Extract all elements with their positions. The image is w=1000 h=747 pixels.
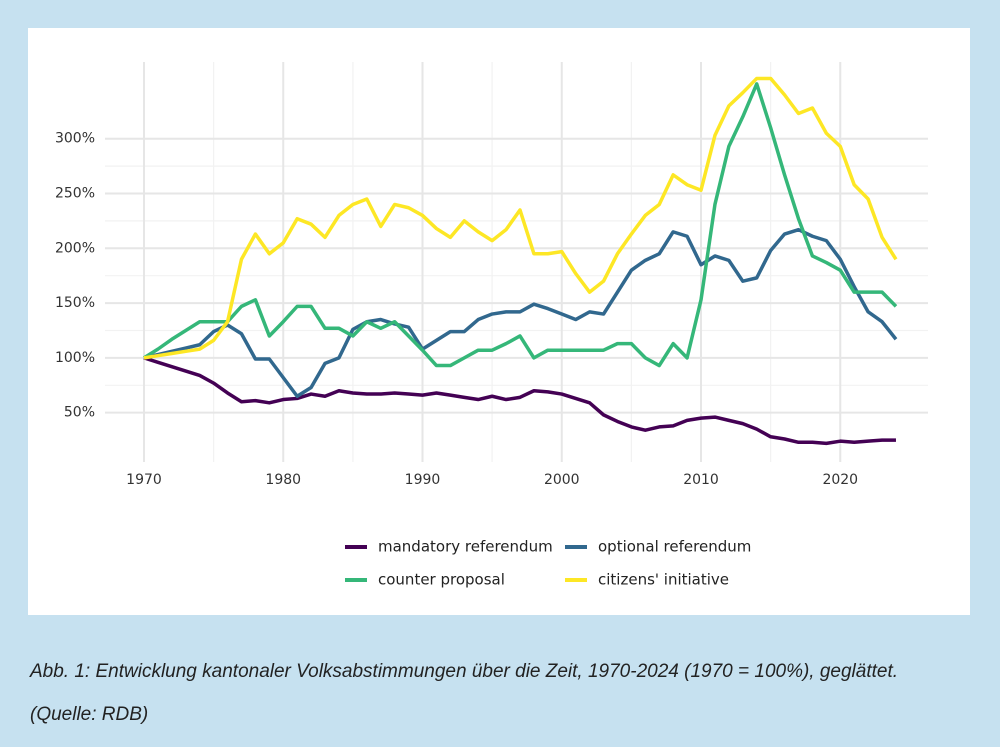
legend-label: optional referendum bbox=[598, 538, 751, 556]
x-tick-label: 1980 bbox=[265, 472, 301, 488]
x-tick-label: 1990 bbox=[405, 472, 441, 488]
series-line bbox=[143, 227, 898, 398]
y-tick-label: 150% bbox=[55, 295, 95, 311]
legend-label: mandatory referendum bbox=[378, 538, 553, 556]
series-line bbox=[143, 356, 896, 446]
y-tick-label: 50% bbox=[64, 405, 95, 421]
chart-panel: 50% 100% 150% 200% 250% 300% 1970 1980 1990 2000 2… bbox=[28, 28, 970, 615]
y-tick-label: 300% bbox=[55, 131, 95, 147]
y-tick-label: 200% bbox=[55, 240, 95, 256]
x-tick-label: 2000 bbox=[544, 472, 580, 488]
y-tick-label: 250% bbox=[55, 186, 95, 202]
x-tick-label: 2020 bbox=[822, 472, 858, 488]
x-tick-label: 2010 bbox=[683, 472, 719, 488]
legend-label: counter proposal bbox=[378, 571, 505, 589]
caption: Abb. 1: Entwicklung kantonaler Volksabst… bbox=[30, 661, 899, 725]
y-tick-label: 100% bbox=[55, 350, 95, 366]
series-line bbox=[143, 82, 898, 368]
legend-label: citizens' initiative bbox=[598, 571, 729, 589]
chart: 50% 100% 150% 200% 250% 300% 1970 1980 1990 2000 2… bbox=[55, 62, 928, 589]
x-tick-label: 1970 bbox=[126, 472, 162, 488]
series-line bbox=[143, 76, 898, 360]
